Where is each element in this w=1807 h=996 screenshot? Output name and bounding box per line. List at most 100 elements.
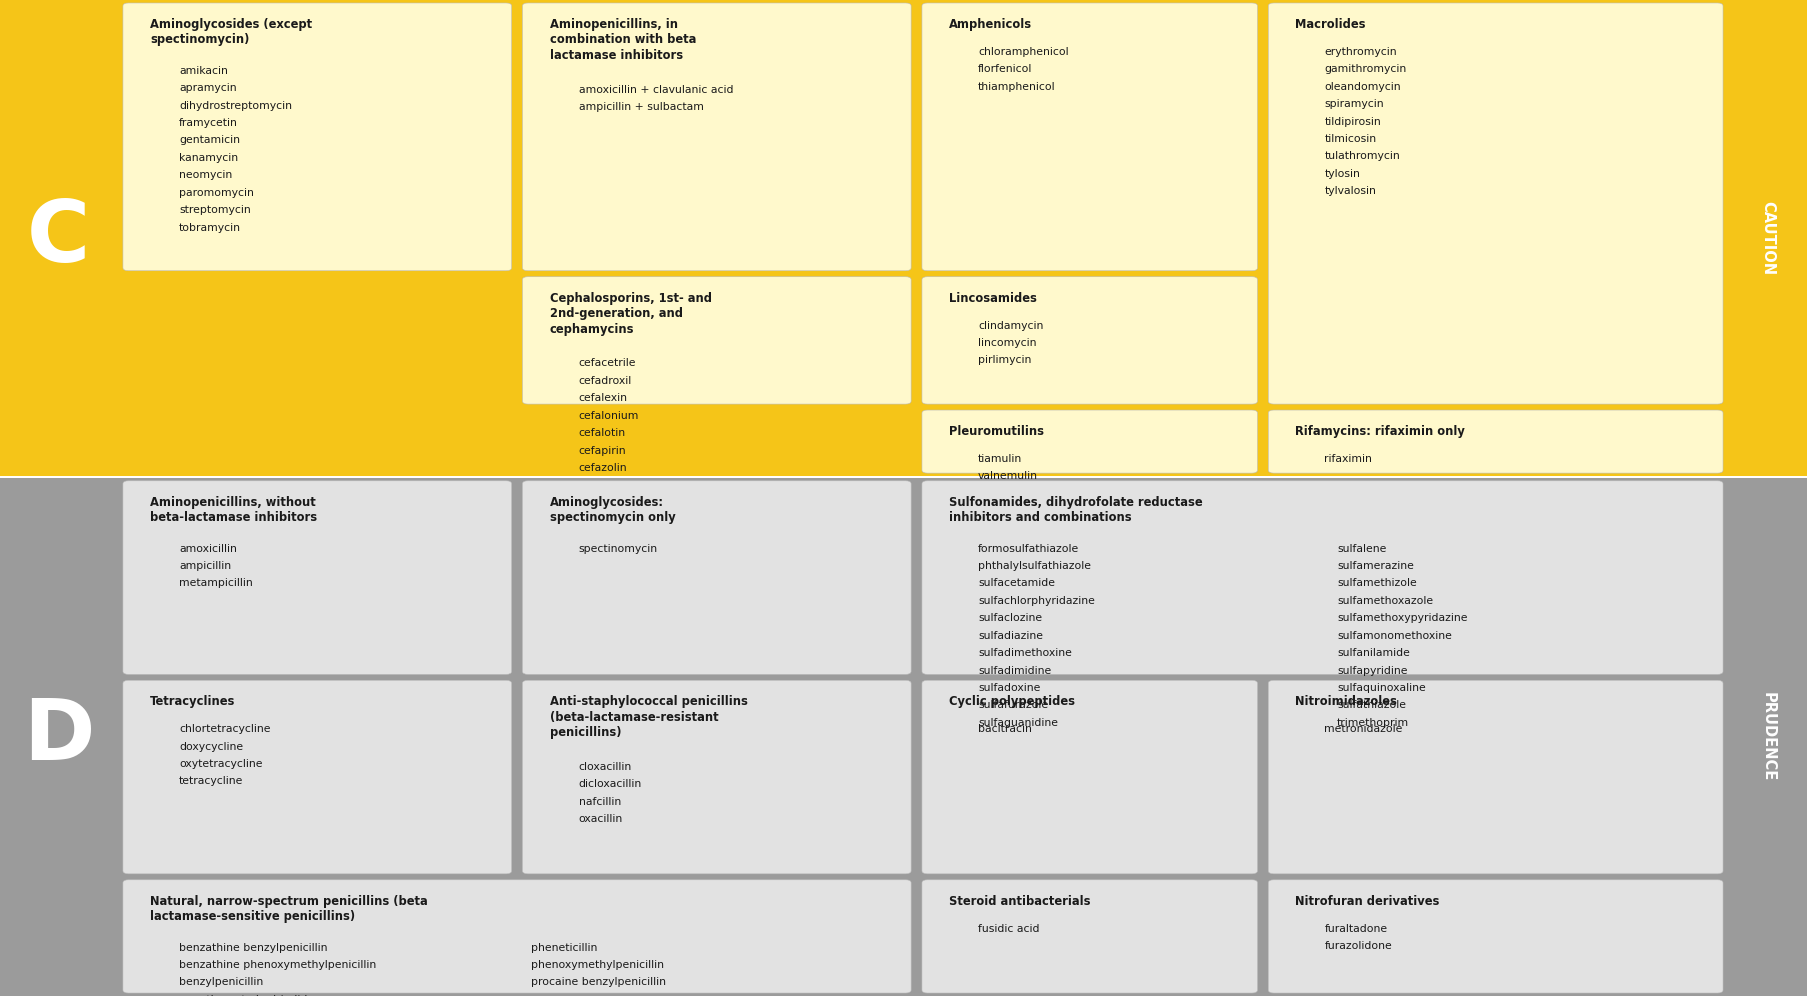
Text: sulfapyridine: sulfapyridine — [1335, 665, 1406, 675]
FancyBboxPatch shape — [123, 3, 511, 271]
Text: Anti-staphylococcal penicillins
(beta-lactamase-resistant
penicillins): Anti-staphylococcal penicillins (beta-la… — [549, 695, 746, 739]
Text: paromomycin: paromomycin — [179, 187, 253, 198]
Text: oxacillin: oxacillin — [578, 815, 622, 825]
Text: spectinomycin: spectinomycin — [578, 544, 658, 554]
Text: Sulfonamides, dihydrofolate reductase
inhibitors and combinations: Sulfonamides, dihydrofolate reductase in… — [949, 496, 1202, 524]
Text: sulfamethoxypyridazine: sulfamethoxypyridazine — [1335, 614, 1467, 623]
Text: sulfathiazole: sulfathiazole — [1335, 700, 1406, 710]
Text: sulfadiazine: sulfadiazine — [978, 630, 1043, 640]
Text: doxycycline: doxycycline — [179, 742, 242, 752]
Text: cefalexin: cefalexin — [578, 393, 627, 403]
Text: chlortetracycline: chlortetracycline — [179, 724, 271, 734]
Text: ampicillin: ampicillin — [179, 561, 231, 571]
Text: Nitrofuran derivatives: Nitrofuran derivatives — [1296, 894, 1438, 907]
Text: Cyclic polypeptides: Cyclic polypeptides — [949, 695, 1075, 708]
FancyBboxPatch shape — [922, 680, 1258, 873]
Text: Aminoglycosides:
spectinomycin only: Aminoglycosides: spectinomycin only — [549, 496, 676, 524]
FancyBboxPatch shape — [1269, 3, 1722, 404]
Text: florfenicol: florfenicol — [978, 64, 1032, 75]
Text: cefalotin: cefalotin — [578, 428, 625, 438]
Bar — [117, 0, 1727, 476]
Text: sulfachlorphyridazine: sulfachlorphyridazine — [978, 596, 1095, 606]
FancyBboxPatch shape — [922, 481, 1722, 674]
Text: CAUTION: CAUTION — [1760, 201, 1774, 275]
FancyBboxPatch shape — [922, 3, 1258, 271]
Text: clindamycin: clindamycin — [978, 321, 1043, 331]
Text: cefacetrile: cefacetrile — [578, 359, 636, 369]
Text: tylosin: tylosin — [1325, 168, 1359, 179]
Text: cefapirin: cefapirin — [578, 445, 625, 455]
FancyBboxPatch shape — [522, 277, 911, 404]
Text: sulfamerazine: sulfamerazine — [1335, 561, 1413, 571]
Text: Aminoglycosides (except
spectinomycin): Aminoglycosides (except spectinomycin) — [150, 18, 313, 47]
Text: furaltadone: furaltadone — [1325, 923, 1386, 933]
Text: sulfamonomethoxine: sulfamonomethoxine — [1335, 630, 1451, 640]
Text: phthalylsulfathiazole: phthalylsulfathiazole — [978, 561, 1090, 571]
Text: pirlimycin: pirlimycin — [978, 356, 1030, 366]
Text: sulfaclozine: sulfaclozine — [978, 614, 1041, 623]
Text: Rifamycins: rifaximin only: Rifamycins: rifaximin only — [1296, 425, 1464, 438]
Text: amoxicillin + clavulanic acid: amoxicillin + clavulanic acid — [578, 85, 732, 95]
Text: thiamphenicol: thiamphenicol — [978, 82, 1055, 92]
Text: Natural, narrow-spectrum penicillins (beta
lactamase-sensitive penicillins): Natural, narrow-spectrum penicillins (be… — [150, 894, 428, 923]
Text: formosulfathiazole: formosulfathiazole — [978, 544, 1079, 554]
Text: furazolidone: furazolidone — [1325, 941, 1391, 951]
Text: apramycin: apramycin — [179, 84, 237, 94]
Text: sulfadimethoxine: sulfadimethoxine — [978, 648, 1072, 658]
Text: benzathine benzylpenicillin: benzathine benzylpenicillin — [179, 942, 327, 952]
FancyBboxPatch shape — [1269, 410, 1722, 473]
Text: sulfamethoxazole: sulfamethoxazole — [1335, 596, 1433, 606]
Text: metronidazole: metronidazole — [1325, 724, 1402, 734]
FancyBboxPatch shape — [522, 680, 911, 873]
Text: fusidic acid: fusidic acid — [978, 923, 1039, 933]
Text: Macrolides: Macrolides — [1296, 18, 1364, 31]
Text: pheneticillin: pheneticillin — [531, 942, 598, 952]
Text: Pleuromutilins: Pleuromutilins — [949, 425, 1043, 438]
Text: Aminopenicillins, without
beta-lactamase inhibitors: Aminopenicillins, without beta-lactamase… — [150, 496, 316, 524]
Text: nafcillin: nafcillin — [578, 797, 620, 807]
Text: tobramycin: tobramycin — [179, 222, 240, 233]
FancyBboxPatch shape — [123, 680, 511, 873]
Bar — [0, 0, 117, 476]
Text: penethamate hydriodide: penethamate hydriodide — [179, 995, 314, 996]
Text: benzathine phenoxymethylpenicillin: benzathine phenoxymethylpenicillin — [179, 960, 376, 970]
Bar — [0, 478, 117, 996]
Bar — [1727, 0, 1807, 476]
FancyBboxPatch shape — [123, 879, 911, 993]
Text: amikacin: amikacin — [179, 66, 228, 76]
Bar — [1727, 478, 1807, 996]
Text: metampicillin: metampicillin — [179, 579, 253, 589]
Text: procaine benzylpenicillin: procaine benzylpenicillin — [531, 977, 667, 987]
Text: oleandomycin: oleandomycin — [1325, 82, 1400, 92]
FancyBboxPatch shape — [522, 3, 911, 271]
Text: Cephalosporins, 1st- and
2nd-generation, and
cephamycins: Cephalosporins, 1st- and 2nd-generation,… — [549, 292, 712, 336]
Text: sulfadimidine: sulfadimidine — [978, 665, 1050, 675]
Text: chloramphenicol: chloramphenicol — [978, 47, 1068, 57]
Text: sulfafurazole: sulfafurazole — [978, 700, 1048, 710]
Text: sulfaguanidine: sulfaguanidine — [978, 718, 1057, 728]
Text: oxytetracycline: oxytetracycline — [179, 759, 262, 769]
Text: tilmicosin: tilmicosin — [1325, 133, 1375, 144]
Text: phenoxymethylpenicillin: phenoxymethylpenicillin — [531, 960, 665, 970]
Text: cefazolin: cefazolin — [578, 463, 627, 473]
Text: neomycin: neomycin — [179, 170, 231, 180]
Text: cefadroxil: cefadroxil — [578, 375, 631, 385]
FancyBboxPatch shape — [922, 277, 1258, 404]
Text: tylvalosin: tylvalosin — [1325, 186, 1375, 196]
FancyBboxPatch shape — [922, 879, 1258, 993]
Text: tetracycline: tetracycline — [179, 777, 244, 787]
Text: D: D — [23, 695, 94, 779]
FancyBboxPatch shape — [1269, 680, 1722, 873]
Text: Tetracyclines: Tetracyclines — [150, 695, 235, 708]
Text: Lincosamides: Lincosamides — [949, 292, 1037, 305]
Text: Aminopenicillins, in
combination with beta
lactamase inhibitors: Aminopenicillins, in combination with be… — [549, 18, 696, 62]
Text: sulfacetamide: sulfacetamide — [978, 579, 1055, 589]
Text: sulfadoxine: sulfadoxine — [978, 683, 1039, 693]
Text: gamithromycin: gamithromycin — [1325, 64, 1406, 75]
Text: amoxicillin: amoxicillin — [179, 544, 237, 554]
Text: dicloxacillin: dicloxacillin — [578, 780, 641, 790]
Text: sulfaquinoxaline: sulfaquinoxaline — [1335, 683, 1426, 693]
Text: erythromycin: erythromycin — [1325, 47, 1397, 57]
Text: benzylpenicillin: benzylpenicillin — [179, 977, 264, 987]
Text: sulfalene: sulfalene — [1335, 544, 1386, 554]
